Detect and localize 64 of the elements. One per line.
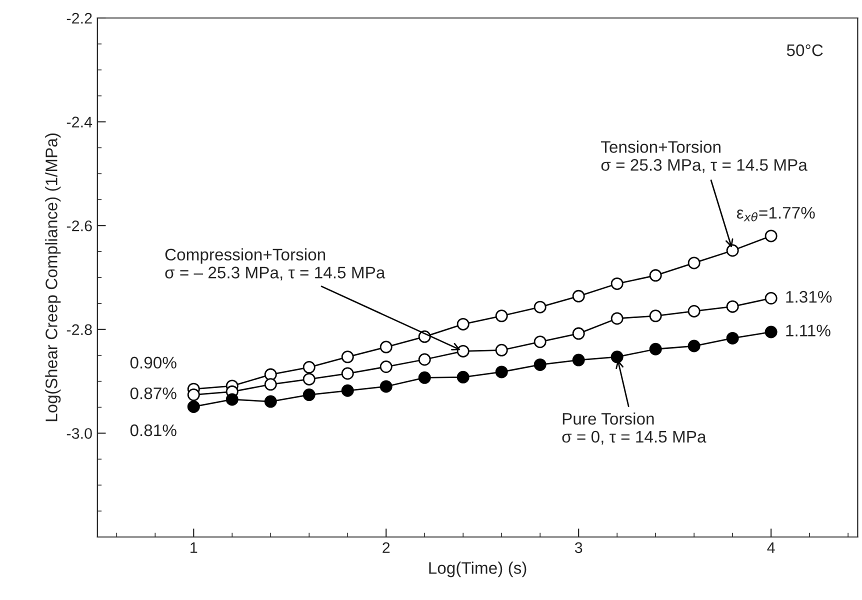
point [495,366,508,378]
point [649,310,662,322]
y-axis-title: Log(Shear Creep Compliance) (1/MPa) [45,134,61,422]
annotation: 50°C [786,44,823,56]
point [456,318,470,330]
point [341,384,354,397]
x-tick-label: 1 [190,542,198,553]
point [610,350,624,364]
point [572,290,585,302]
point [534,300,546,314]
point [610,312,624,325]
point [688,256,700,270]
point [610,277,624,290]
x-axis-title: Log(Time) (s) [429,562,526,578]
point [380,340,392,354]
annotation: Tension+Torsion σ = 25.3 MPa, τ = 14.5 MPa [601,140,808,173]
point [649,269,662,282]
point [302,372,316,386]
annotation: ε$_{xθ}$=1.77% [736,206,815,222]
point [572,354,585,366]
y-tick-label: -2.6 [66,220,92,232]
point [572,327,585,340]
point [495,344,508,356]
point [264,378,277,391]
y-tick-label: -2.2 [66,12,92,24]
annotation: 0.81% [130,424,176,436]
point [688,340,700,352]
point [764,230,778,242]
x-tick-label: 4 [767,542,775,553]
point [341,367,354,380]
y-tick-label: -2.4 [66,116,92,128]
annotation: 0.90% [130,356,176,369]
point [380,380,392,393]
point [764,292,778,305]
point [456,370,470,384]
annotation: Compression+Torsion σ = – 25.3 MPa, τ = 14.5 MPa [165,248,386,280]
point [726,244,739,257]
point [534,336,546,348]
point [456,344,470,358]
point [726,332,739,344]
point [341,350,354,364]
point [418,371,431,384]
x-tick-label: 2 [382,542,390,553]
point [726,300,739,313]
annotation: 1.11% [786,324,830,336]
y-tick-label: -2.8 [66,324,92,336]
point [380,360,392,374]
point [187,388,200,402]
point [418,353,431,366]
annotation: 1.31% [786,290,832,303]
x-tick-label: 3 [574,542,582,554]
point [302,361,316,374]
point [688,304,700,318]
annotation: 0.87% [130,387,176,400]
point [187,400,200,413]
point [302,388,316,402]
point [226,393,238,406]
point [764,326,778,338]
annotation: Pure Torsion σ = 0, τ = 14.5 MPa [562,412,706,445]
y-tick-label: -3.0 [66,428,92,439]
point [264,395,277,408]
point [495,310,508,322]
point [649,342,662,356]
point [534,358,546,371]
